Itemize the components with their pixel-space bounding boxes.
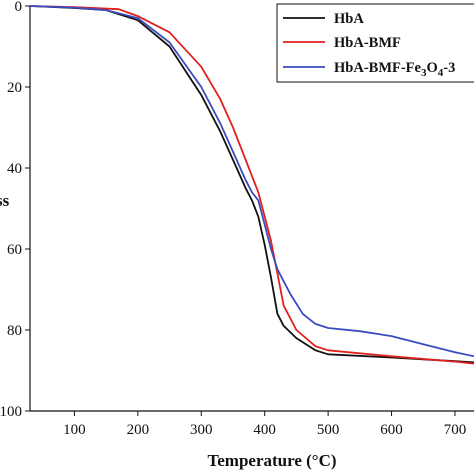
x-axis-title: Temperature (°C) [207,451,336,470]
y-tick-label: 20 [7,80,22,96]
series-layer [29,5,474,365]
legend-label-hba-bmf-fe3o4: HbA-BMF-Fe3O4-3 [334,60,455,79]
y-tick-label: 0 [15,0,23,15]
x-tick-label: 500 [317,422,340,438]
x-tick-label: 600 [380,422,403,438]
plot-frame [29,6,474,412]
x-tick-label: 400 [253,422,276,438]
x-tick-label: 100 [63,422,86,438]
y-tick-label: 80 [7,323,22,339]
y-axis-title: ss [0,191,10,210]
y-tick-label: 100 [0,404,22,420]
series-line-2 [29,5,474,358]
series-line-0 [29,5,474,364]
x-tick-label: 200 [127,422,150,438]
x-axis-title-text: Temperature (°C) [207,451,336,470]
y-tick-label: 60 [7,242,22,258]
legend-label-hba: HbA [334,11,364,27]
x-tick-label: 700 [444,422,467,438]
x-tick-label: 300 [190,422,213,438]
legend-box [276,3,474,83]
legend: HbA HbA-BMF HbA-BMF-Fe3O4-3 [276,3,474,83]
series-line-1 [29,5,474,365]
y-tick-label: 40 [7,161,22,177]
legend-label-hba-bmf: HbA-BMF [334,35,401,51]
ticks-layer: 100 200 300 400 500 600 700 0 20 40 60 80 100 [0,0,466,438]
